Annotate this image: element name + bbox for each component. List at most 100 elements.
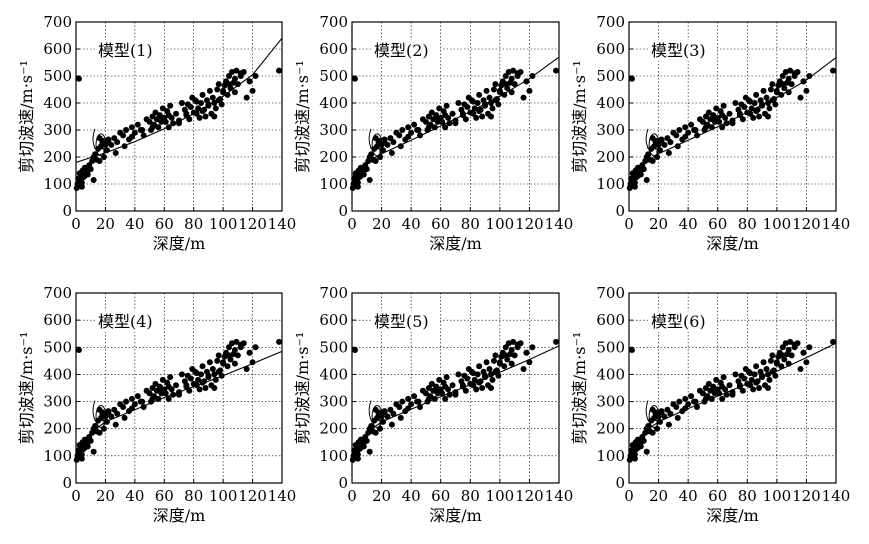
data-point — [688, 121, 695, 128]
x-tick-label: 80 — [738, 487, 757, 505]
y-tick-label: 500 — [319, 67, 348, 85]
data-point — [442, 112, 449, 119]
x-tick-label: 100 — [763, 487, 792, 505]
annotation-ellipse — [648, 405, 660, 428]
data-point — [415, 127, 422, 133]
y-tick-label: 100 — [596, 447, 625, 465]
fit-line — [628, 57, 837, 179]
data-point — [405, 395, 412, 402]
data-point — [788, 81, 795, 88]
x-axis-label: 深度/m — [706, 234, 759, 253]
data-point — [713, 105, 720, 112]
y-tick-label: 300 — [319, 121, 348, 139]
data-point — [643, 176, 650, 183]
data-point — [442, 383, 449, 390]
y-tick-label: 0 — [338, 202, 348, 220]
data-point — [233, 338, 240, 345]
x-tick-label: 40 — [125, 487, 144, 505]
data-point — [368, 151, 375, 158]
data-point — [159, 376, 166, 383]
data-point — [455, 100, 462, 106]
x-tick-label: 20 — [96, 487, 115, 505]
y-tick-label: 0 — [62, 474, 72, 492]
x-tick-label: 20 — [96, 215, 115, 233]
data-point — [206, 359, 213, 366]
data-point — [206, 87, 213, 94]
data-point — [764, 113, 771, 120]
y-tick-label: 300 — [319, 393, 348, 411]
data-point — [434, 387, 441, 394]
annotation-bracket — [92, 128, 96, 150]
data-point — [411, 393, 418, 400]
data-point — [146, 390, 153, 397]
data-point — [487, 113, 494, 120]
data-point — [186, 116, 193, 123]
data-point — [702, 124, 709, 131]
y-tick-label: 0 — [615, 474, 625, 492]
data-point — [682, 124, 689, 131]
data-point — [211, 100, 218, 106]
data-point — [682, 405, 689, 412]
data-point — [501, 363, 508, 370]
x-tick-label: 0 — [624, 487, 634, 505]
data-point — [226, 352, 233, 359]
x-tick-label: 100 — [209, 487, 238, 505]
data-point — [779, 352, 786, 359]
data-point — [643, 448, 650, 455]
data-point — [366, 176, 373, 183]
data-point — [508, 347, 515, 353]
data-point — [753, 108, 760, 115]
data-point — [496, 87, 503, 94]
x-tick-label: 60 — [431, 487, 450, 505]
data-point — [732, 371, 739, 378]
y-tick-label: 200 — [596, 420, 625, 438]
data-point — [658, 408, 665, 415]
data-point — [763, 366, 770, 372]
annotation-bracket — [368, 128, 372, 150]
panel-title: 模型(6) — [651, 312, 706, 331]
data-point — [529, 344, 536, 351]
y-tick-label: 700 — [319, 284, 348, 302]
data-point — [84, 439, 91, 446]
data-point — [442, 395, 449, 402]
data-point — [628, 75, 635, 82]
chart-panel-4: 0 20 40 60 80 100 120 1400100200300400500600700… — [17, 284, 296, 525]
x-tick-label: 40 — [402, 215, 421, 233]
data-point — [673, 132, 680, 139]
data-point — [763, 94, 770, 101]
data-point — [105, 408, 112, 415]
data-point — [249, 87, 256, 94]
data-point — [120, 132, 127, 139]
data-point — [224, 91, 231, 98]
data-point — [384, 141, 391, 148]
data-point — [439, 118, 446, 125]
y-tick-label: 300 — [596, 121, 625, 139]
data-point — [99, 137, 106, 144]
x-tick-label: 140 — [268, 487, 297, 505]
x-tick-label: 140 — [822, 487, 851, 505]
data-point — [422, 390, 429, 397]
data-point — [96, 158, 103, 165]
data-point — [455, 371, 462, 378]
data-point — [120, 404, 127, 410]
data-point — [766, 376, 773, 383]
data-point — [372, 158, 379, 165]
data-point — [220, 359, 227, 366]
x-tick-label: 20 — [372, 215, 391, 233]
x-tick-label: 40 — [402, 487, 421, 505]
data-point — [756, 385, 763, 391]
title-background — [96, 40, 164, 61]
y-tick-label: 500 — [43, 67, 72, 85]
data-point — [726, 110, 733, 117]
data-point — [508, 75, 515, 82]
data-point — [173, 110, 180, 117]
data-point — [231, 89, 238, 96]
data-point — [673, 404, 680, 410]
data-point — [449, 382, 456, 389]
data-point — [764, 385, 771, 391]
data-point — [716, 118, 723, 125]
data-point — [753, 91, 760, 98]
fit-line — [75, 350, 283, 458]
data-point — [152, 380, 159, 387]
